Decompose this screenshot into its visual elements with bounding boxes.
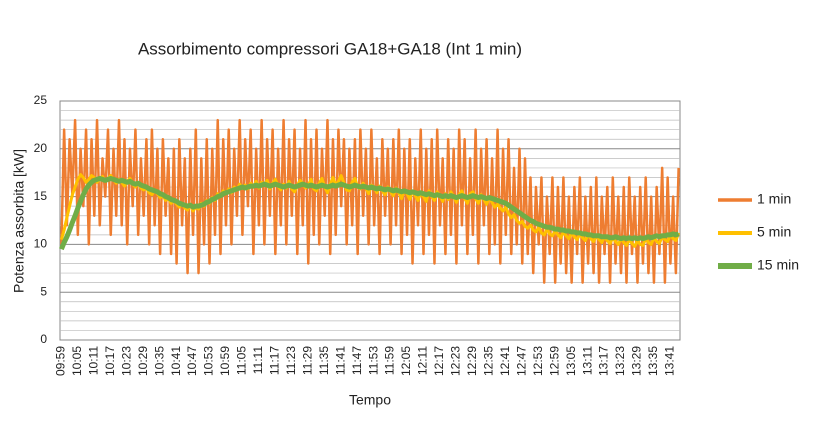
legend-label: 5 min	[757, 224, 791, 240]
x-tick-label: 13:17	[597, 346, 611, 376]
x-tick-label: 10:11	[86, 346, 100, 375]
x-tick-label: 11:41	[333, 346, 347, 375]
x-tick-label: 10:53	[202, 346, 216, 376]
x-tick-label: 12:47	[514, 346, 528, 376]
legend-label: 15 min	[757, 257, 799, 273]
series-line	[59, 175, 680, 251]
x-tick-label: 11:17	[268, 346, 282, 375]
x-tick-label: 11:53	[366, 346, 380, 375]
x-tick-label: 10:41	[169, 346, 183, 376]
y-tick-label: 15	[34, 189, 48, 203]
legend-label: 1 min	[757, 191, 791, 207]
y-tick-label: 20	[34, 141, 48, 155]
x-tick-label: 12:05	[399, 346, 413, 376]
x-tick-label: 11:11	[251, 346, 265, 375]
x-tick-label: 11:47	[350, 346, 364, 375]
x-axis-title: Tempo	[349, 392, 391, 408]
x-tick-label: 11:35	[317, 346, 331, 375]
x-tick-label: 13:23	[613, 346, 627, 376]
x-tick-label: 10:17	[103, 346, 117, 376]
x-tick-label: 10:35	[152, 346, 166, 376]
x-tick-label: 11:29	[300, 346, 314, 375]
x-tick-label: 13:05	[564, 346, 578, 376]
x-tick-label: 13:41	[663, 346, 677, 376]
x-tick-label: 10:47	[185, 346, 199, 376]
x-tick-label: 11:23	[284, 346, 298, 375]
x-tick-label: 10:23	[119, 346, 133, 376]
x-tick-label: 10:05	[70, 346, 84, 376]
x-tick-label: 12:29	[465, 346, 479, 376]
y-tick-label: 0	[40, 332, 47, 346]
x-tick-label: 12:11	[416, 346, 430, 375]
x-tick-label: 13:29	[630, 346, 644, 376]
x-tick-label: 12:17	[432, 346, 446, 376]
x-tick-label: 12:23	[449, 346, 463, 376]
x-tick-label: 12:59	[547, 346, 561, 376]
x-tick-label: 13:35	[646, 346, 660, 376]
y-tick-label: 5	[40, 284, 47, 298]
x-tick-label: 10:29	[136, 346, 150, 376]
x-tick-label: 13:11	[580, 346, 594, 375]
x-tick-label: 12:53	[531, 346, 545, 376]
y-tick-label: 10	[34, 237, 48, 251]
x-tick-label: 12:41	[498, 346, 512, 376]
x-tick-label: 09:59	[54, 346, 68, 376]
y-tick-label: 25	[34, 93, 48, 107]
x-tick-label: 11:59	[383, 346, 397, 375]
x-tick-label: 12:35	[482, 346, 496, 376]
x-tick-label: 10:59	[218, 346, 232, 376]
x-tick-label: 11:05	[235, 346, 249, 375]
y-axis-title: Potenza assorbita [kW]	[11, 149, 27, 293]
chart-title: Assorbimento compressori GA18+GA18 (Int …	[138, 39, 522, 58]
